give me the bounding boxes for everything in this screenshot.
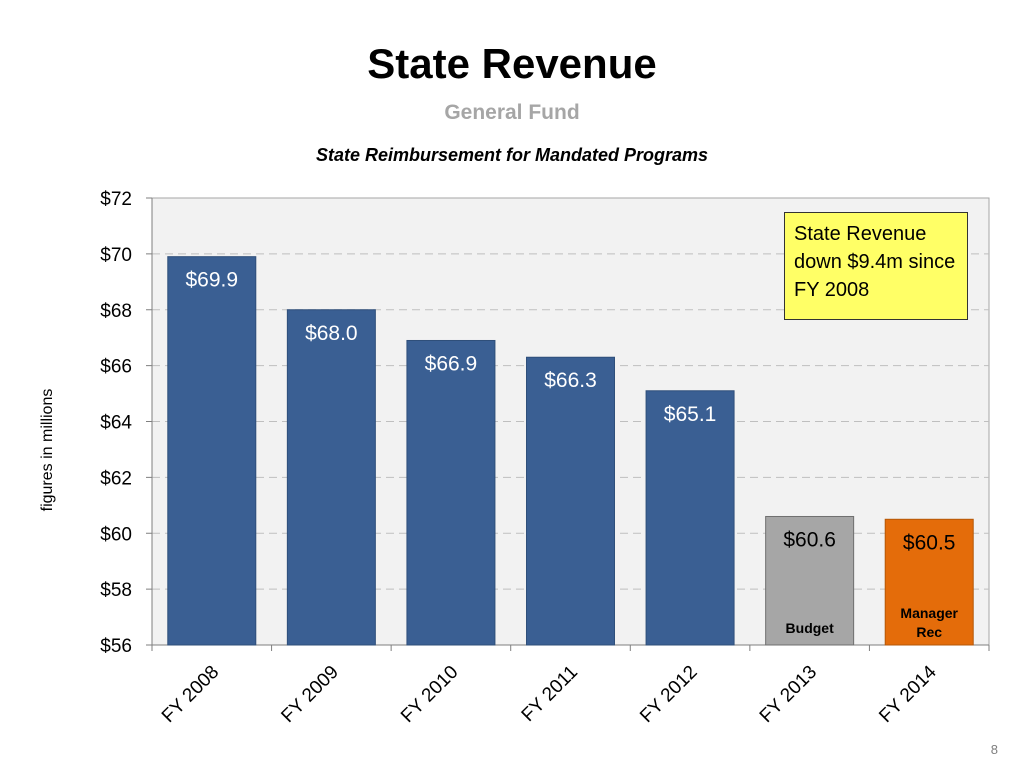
x-tick-label: FY 2011: [518, 662, 582, 726]
x-tick-label: FY 2010: [397, 662, 462, 727]
chart-title: State Reimbursement for Mandated Program…: [315, 145, 709, 165]
page-number: 8: [990, 742, 998, 757]
y-tick-label: $62: [100, 468, 132, 489]
bar-note-line: Rec: [916, 624, 942, 640]
y-tick-label: $58: [100, 580, 132, 601]
bar: [406, 339, 496, 646]
x-tick-label: FY 2012: [636, 662, 701, 727]
y-tick-label: $56: [100, 636, 132, 657]
slide-subtitle: General Fund: [444, 101, 580, 124]
bar: [645, 390, 735, 646]
bar-value-label: $66.3: [544, 369, 597, 392]
slide-title: State Revenue: [367, 40, 657, 87]
revenue-callout: State Revenue down $9.4m since FY 2008: [784, 212, 968, 320]
bar-value-label: $65.1: [664, 403, 717, 426]
bar-value-label: $66.9: [425, 352, 478, 375]
bar-value-label: $69.9: [186, 269, 239, 292]
bar-value-label: $60.5: [903, 531, 956, 554]
y-tick-label: $64: [100, 413, 132, 434]
bar: [286, 309, 376, 646]
y-tick-label: $66: [100, 357, 132, 378]
y-tick-label: $60: [100, 524, 132, 545]
bar-note: Budget: [786, 620, 835, 636]
bar: [884, 518, 974, 646]
bar-note-line: Manager: [900, 605, 958, 621]
x-tick-label: FY 2009: [277, 662, 342, 727]
bar-value-label: $68.0: [305, 322, 358, 345]
x-tick-label: FY 2014: [875, 661, 941, 727]
bar-note: Manager Rec: [900, 605, 958, 640]
y-tick-label: $72: [100, 189, 132, 210]
bar: [526, 356, 615, 646]
y-tick-label: $70: [100, 245, 132, 266]
y-tick-label: $68: [100, 301, 132, 322]
bar-value-label: $60.6: [783, 528, 836, 551]
bar: [765, 515, 855, 646]
x-tick-label: FY 2008: [158, 662, 223, 727]
bar: [167, 256, 257, 646]
x-tick-label: FY 2013: [756, 662, 821, 727]
